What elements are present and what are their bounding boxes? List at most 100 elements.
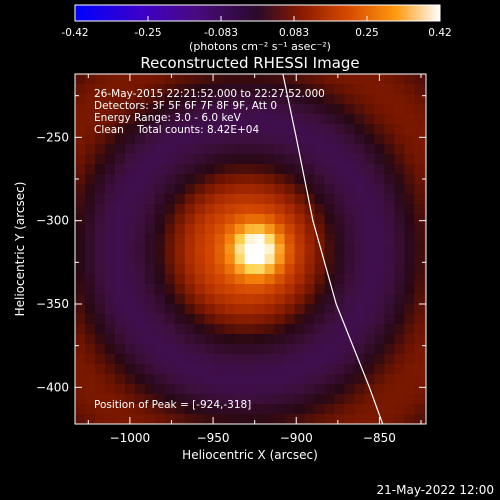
heatmap-cell	[324, 104, 336, 115]
heatmap-cell	[174, 114, 186, 125]
heatmap-cell	[394, 254, 405, 265]
heatmap-cell	[364, 414, 376, 424]
heatmap-cell	[254, 114, 266, 125]
heatmap-cell	[394, 194, 405, 205]
heatmap-cell	[384, 124, 395, 135]
heatmap-cell	[404, 214, 415, 225]
heatmap-cell	[75, 164, 86, 175]
heatmap-cell	[404, 254, 415, 265]
heatmap-cell	[284, 364, 296, 375]
heatmap-cell	[414, 164, 425, 175]
heatmap-cell	[134, 114, 146, 125]
heatmap-cell	[184, 304, 196, 315]
heatmap-cell	[174, 124, 186, 135]
heatmap-cell	[404, 404, 415, 415]
heatmap-cell	[364, 164, 376, 175]
heatmap-cell	[334, 274, 346, 285]
heatmap-cell	[324, 314, 336, 325]
heatmap-cell	[294, 114, 306, 125]
heatmap-cell	[334, 264, 346, 275]
heatmap-cell	[274, 264, 286, 275]
heatmap-cell	[234, 294, 246, 305]
heatmap-cell	[164, 364, 176, 375]
heatmap-cell	[314, 184, 326, 195]
heatmap-cell	[284, 244, 296, 255]
heatmap-cell	[314, 154, 326, 165]
heatmap-cell	[224, 274, 236, 285]
heatmap-cell	[394, 134, 405, 145]
heatmap-cell	[104, 174, 116, 185]
heatmap-cell	[414, 334, 425, 345]
heatmap-cell	[294, 384, 306, 395]
heatmap-cell	[324, 324, 336, 335]
heatmap-cell	[104, 324, 116, 335]
heatmap-cell	[224, 144, 236, 155]
heatmap-cell	[234, 84, 246, 95]
heatmap-cell	[104, 394, 116, 405]
heatmap-cell	[234, 304, 246, 315]
heatmap-cell	[124, 264, 136, 275]
heatmap-cell	[224, 414, 236, 424]
heatmap-cell	[374, 114, 385, 125]
heatmap-cell	[394, 374, 405, 385]
heatmap-cell	[124, 344, 136, 355]
heatmap-cell	[304, 294, 316, 305]
heatmap-cell	[414, 264, 425, 275]
heatmap-cell	[334, 184, 346, 195]
heatmap-cell	[234, 204, 246, 215]
heatmap-cell	[184, 164, 196, 175]
heatmap-cell	[274, 334, 286, 345]
heatmap-cell	[394, 244, 405, 255]
heatmap-cell	[324, 294, 336, 305]
heatmap-cell	[95, 124, 106, 135]
heatmap-cell	[284, 234, 296, 245]
heatmap-cell	[354, 374, 366, 385]
heatmap-cell	[374, 334, 385, 345]
heatmap-cell	[264, 154, 276, 165]
heatmap-cell	[294, 374, 306, 385]
heatmap-cell	[154, 104, 166, 115]
heatmap-cell	[254, 194, 266, 205]
heatmap-cell	[154, 274, 166, 285]
heatmap-cell	[134, 84, 146, 95]
heatmap-cell	[284, 74, 296, 85]
heatmap-cell	[95, 204, 106, 215]
heatmap-cell	[354, 314, 366, 325]
heatmap-cell	[244, 274, 256, 285]
heatmap-cell	[95, 174, 106, 185]
heatmap-cell	[324, 264, 336, 275]
heatmap-cell	[244, 154, 256, 165]
heatmap-cell	[314, 304, 326, 315]
heatmap-cell	[284, 284, 296, 295]
heatmap-cell	[354, 154, 366, 165]
heatmap-cell	[394, 404, 405, 415]
heatmap-cell	[394, 114, 405, 125]
heatmap-cell	[334, 124, 346, 135]
heatmap-cell	[404, 124, 415, 135]
heatmap-cell	[394, 384, 405, 395]
heatmap-cell	[254, 204, 266, 215]
heatmap-cell	[264, 184, 276, 195]
heatmap-cell	[354, 224, 366, 235]
heatmap-cell	[75, 404, 86, 415]
heatmap-cell	[75, 124, 86, 135]
heatmap-cell	[194, 164, 206, 175]
heatmap-cell	[214, 244, 226, 255]
heatmap-cell	[424, 224, 426, 235]
heatmap-cell	[114, 384, 126, 395]
heatmap-cell	[254, 104, 266, 115]
heatmap-cell	[274, 154, 286, 165]
heatmap-cell	[85, 254, 96, 265]
heatmap-cell	[224, 344, 236, 355]
heatmap-cell	[144, 134, 156, 145]
heatmap-cell	[154, 174, 166, 185]
heatmap-cell	[344, 174, 356, 185]
heatmap-cell	[204, 164, 216, 175]
heatmap-cell	[364, 314, 376, 325]
heatmap-cell	[354, 294, 366, 305]
heatmap-cell	[214, 74, 226, 85]
heatmap-cell	[414, 354, 425, 365]
heatmap-cell	[75, 254, 86, 265]
heatmap-cell	[194, 354, 206, 365]
heatmap-cell	[164, 414, 176, 424]
